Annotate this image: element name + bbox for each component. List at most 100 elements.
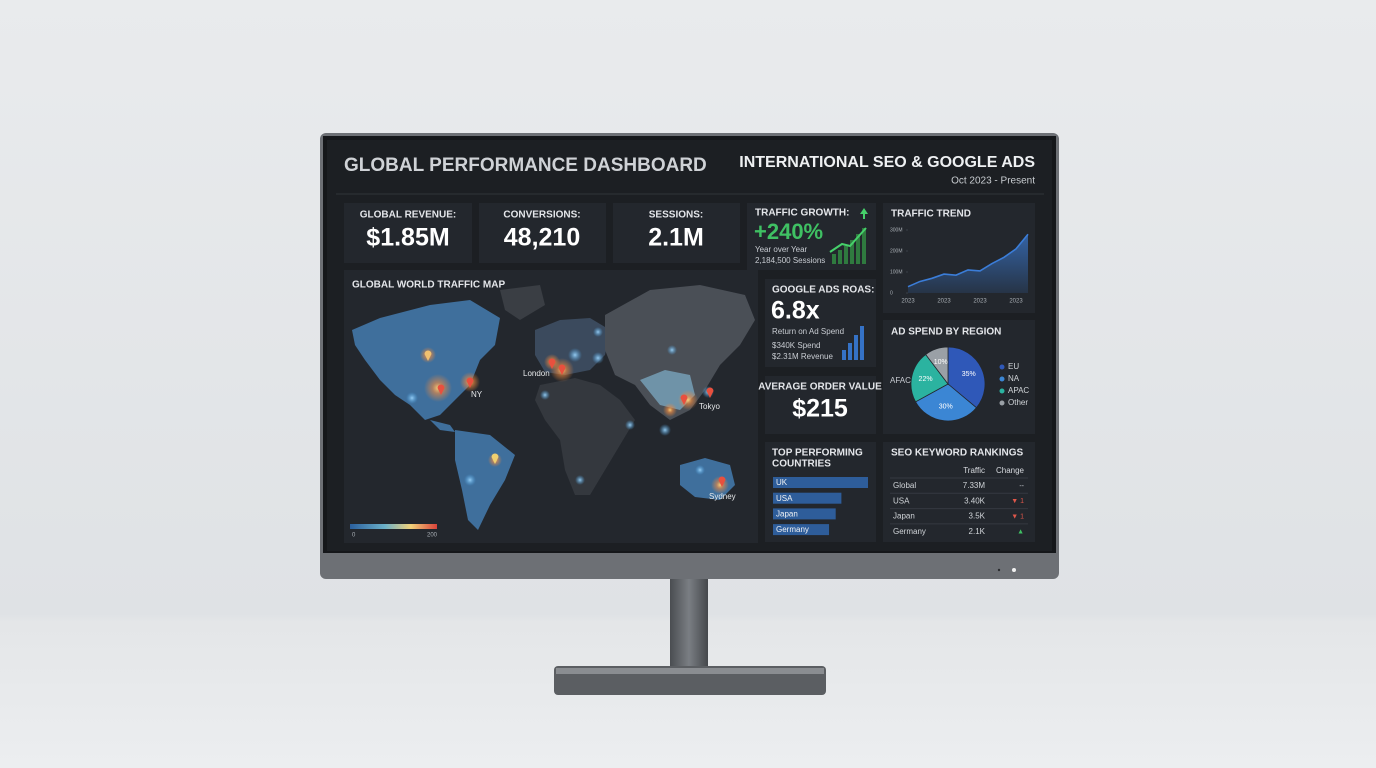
- y-tick-label: 300M: [890, 227, 903, 233]
- city-label: NY: [471, 390, 483, 399]
- country-bar: [773, 492, 842, 504]
- map-pin: [466, 377, 474, 388]
- scale-max: 200: [427, 533, 438, 539]
- trend-chart: 0 100M 200M 300M 2023 2023 2023 2023: [890, 227, 1029, 305]
- growth-sparkbars: [832, 228, 866, 264]
- roas-revenue: $2.31M Revenue: [772, 352, 833, 361]
- y-tick-label: 200M: [890, 248, 903, 254]
- countries-title: COUNTRIES: [772, 459, 831, 470]
- legend-swatch: [999, 364, 1005, 370]
- column-header: Change: [996, 466, 1025, 475]
- heat-spot: [464, 474, 476, 486]
- map-pin: [680, 394, 688, 405]
- trend-area: [908, 234, 1028, 293]
- growth-card: [747, 203, 876, 270]
- country-label: Germany: [776, 525, 809, 534]
- row-change: ▲: [1017, 529, 1024, 536]
- growth-caption: Year over Year: [755, 245, 808, 254]
- country-bar: [773, 524, 830, 536]
- scale-min: 0: [352, 533, 356, 539]
- roas-spend: $340K Spend: [772, 341, 821, 350]
- map-pin: [491, 453, 499, 464]
- seo-table: Traffic Change Global 7.33M -- USA 3.40K ▼ 1 Jap…: [890, 466, 1028, 536]
- monitor-neck: [670, 576, 708, 670]
- slice-label: 30%: [939, 404, 953, 411]
- base-highlight: [556, 668, 824, 674]
- kpi-value: 48,210: [504, 224, 580, 252]
- legend-swatch: [999, 400, 1005, 406]
- heat-spot: [663, 403, 677, 417]
- city-label: Tokyo: [699, 402, 720, 411]
- row-traffic: 7.33M: [963, 481, 986, 490]
- countries-chart: UK USA Japan Germany: [773, 477, 868, 536]
- roas-sparkbars: [842, 326, 864, 360]
- y-tick-label: 100M: [890, 269, 903, 275]
- row-name: USA: [893, 496, 910, 505]
- trend-title: TRAFFIC TREND: [891, 209, 971, 220]
- legend-label: Other: [1008, 398, 1028, 407]
- heat-spot: [659, 424, 671, 436]
- pie-slice: [910, 353, 949, 403]
- seo-card: [883, 442, 1035, 542]
- kpi-card: [613, 203, 740, 263]
- row-traffic: 3.40K: [964, 496, 986, 505]
- legend-swatch: [999, 376, 1005, 382]
- country-bar: [773, 508, 836, 520]
- row-traffic: 2.1K: [969, 527, 986, 536]
- kpi-label: SESSIONS:: [649, 210, 703, 221]
- kpi-label: GLOBAL REVENUE:: [360, 210, 457, 221]
- heat-spot: [540, 390, 550, 400]
- growth-sessions: 2,184,500 Sessions: [755, 256, 825, 265]
- sensor: [997, 568, 1001, 572]
- city-label: London: [523, 369, 550, 378]
- roas-value: 6.8x: [771, 297, 820, 325]
- growth-label: TRAFFIC GROWTH:: [755, 208, 849, 219]
- row-name: Germany: [893, 527, 926, 536]
- country-bar: [773, 477, 868, 488]
- row-name: Japan: [893, 512, 915, 521]
- heat-spot: [593, 327, 603, 337]
- map-pin: [718, 476, 726, 487]
- x-tick-label: 2023: [937, 299, 951, 305]
- pie-slice: [947, 346, 986, 409]
- y-tick-label: 0: [890, 290, 893, 296]
- countries-title: TOP PERFORMING: [772, 448, 863, 459]
- heat-spot: [568, 348, 582, 362]
- dashboard-subtitle: INTERNATIONAL SEO & GOOGLE ADS: [739, 154, 1035, 171]
- slice-label: 22%: [919, 376, 933, 383]
- map-pin: [706, 387, 714, 398]
- pie-chart: 35% EU 30% NA 22% APAC 10% Other: [910, 346, 1029, 422]
- legend-label: NA: [1008, 374, 1020, 383]
- growth-arrow: [829, 227, 867, 253]
- seo-title: SEO KEYWORD RANKINGS: [891, 448, 1024, 459]
- map-pin: [548, 358, 556, 369]
- heat-spot: [625, 420, 635, 430]
- x-tick-label: 2023: [901, 299, 915, 305]
- heat-spot: [695, 465, 705, 475]
- x-tick-label: 2023: [1009, 299, 1023, 305]
- row-change: ▼ 1: [1011, 498, 1024, 505]
- roas-caption: Return on Ad Spend: [772, 327, 844, 336]
- aov-value: $215: [792, 395, 848, 423]
- heat-spot: [575, 475, 585, 485]
- kpi-label: CONVERSIONS:: [503, 210, 580, 221]
- country-label: UK: [776, 478, 788, 487]
- kpi-card: [344, 203, 472, 263]
- roas-label: GOOGLE ADS ROAS:: [772, 285, 874, 296]
- heat-spot: [667, 345, 677, 355]
- heat-spot: [678, 390, 698, 410]
- row-traffic: 3.5K: [969, 512, 986, 521]
- map-title: GLOBAL WORLD TRAFFIC MAP: [352, 280, 505, 291]
- heat-spot: [406, 392, 418, 404]
- row-name: Global: [893, 481, 916, 490]
- kpi-value: $1.85M: [366, 224, 449, 252]
- row-change: ▼ 1: [1011, 513, 1024, 520]
- country-label: Japan: [776, 510, 798, 519]
- legend-swatch: [999, 388, 1005, 394]
- map-pin: [424, 350, 432, 361]
- kpi-card: [479, 203, 606, 263]
- world-map: London NY Tokyo Sydney: [352, 285, 755, 530]
- map-pin: [437, 384, 445, 395]
- map-pin: [558, 364, 566, 375]
- growth-value: +240%: [754, 219, 823, 244]
